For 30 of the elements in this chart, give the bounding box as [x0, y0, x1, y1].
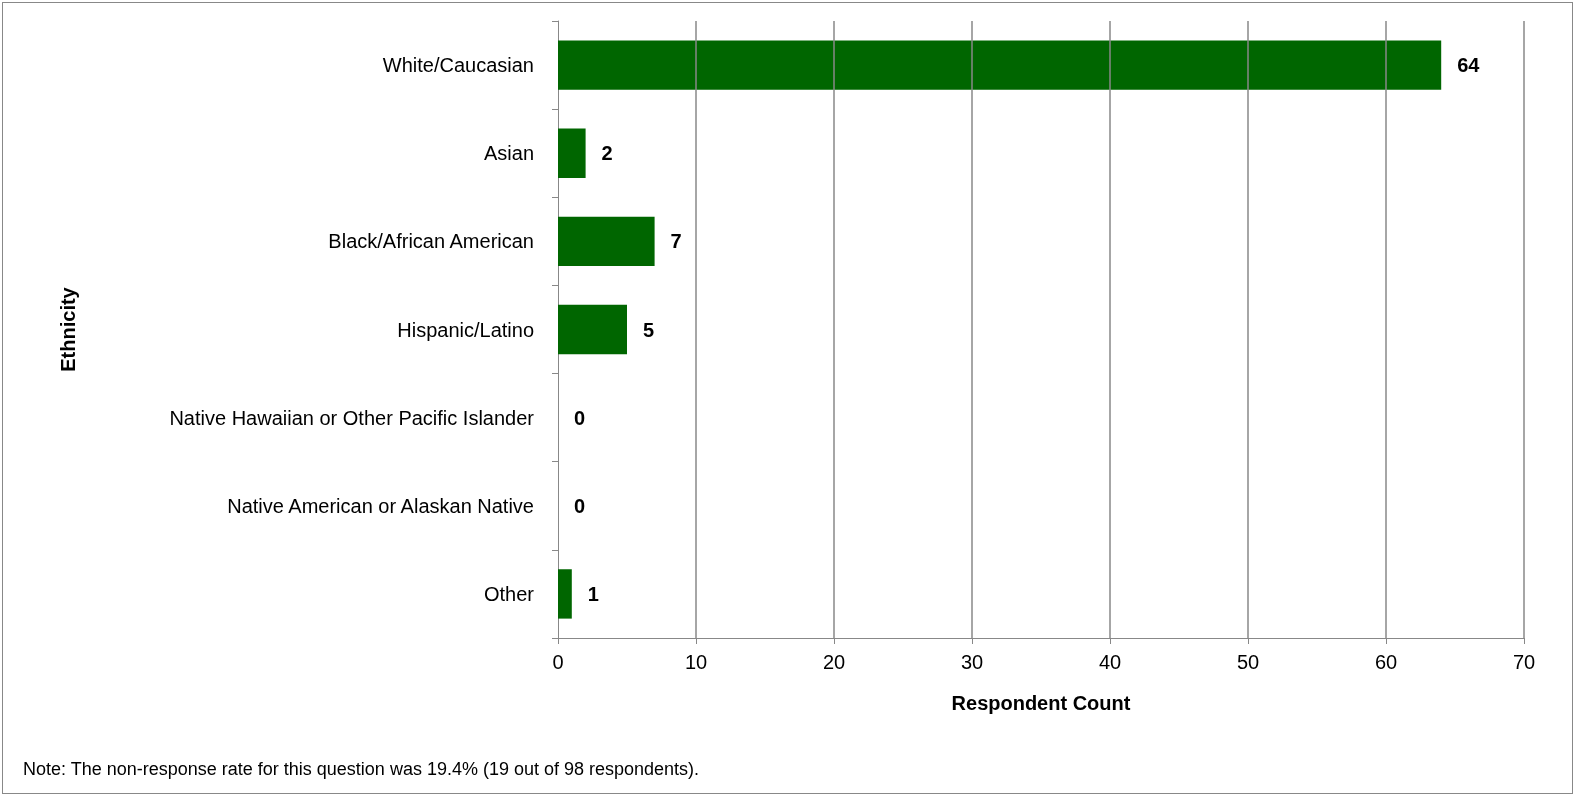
x-tick-label: 20 [822, 651, 846, 673]
x-tick-label: 40 [1098, 651, 1122, 673]
x-tick-label: 10 [684, 651, 708, 673]
bar [558, 304, 627, 355]
y-tick-label: White/Caucasian [382, 54, 534, 77]
data-label: 1 [587, 582, 599, 605]
y-tick-label: Native American or Alaskan Native [227, 494, 534, 517]
x-axis-title: Respondent Count [951, 692, 1131, 714]
x-tick-label: 50 [1236, 651, 1260, 673]
bar [558, 40, 1442, 90]
bar [558, 216, 655, 267]
y-axis-title: Ethnicity [57, 286, 79, 372]
x-tick-label: 0 [552, 651, 564, 673]
y-tick-label: Asian [483, 142, 534, 165]
x-tick-label: 30 [960, 651, 984, 673]
data-label: 64 [1457, 54, 1481, 77]
x-tick-label: 60 [1374, 651, 1398, 673]
y-tick-label: Hispanic/Latino [397, 318, 534, 341]
bar [558, 128, 586, 178]
data-label: 0 [574, 406, 586, 429]
y-tick-label: Black/African American [328, 230, 534, 253]
data-label: 0 [574, 494, 586, 517]
data-label: 5 [643, 318, 655, 341]
text: Note: The non-response rate for this question was 19.4% (19 out of 98 respondents). [23, 759, 700, 780]
y-tick-label: Other [483, 582, 535, 605]
bar [558, 569, 572, 619]
data-label: 7 [670, 230, 682, 253]
data-label: 2 [601, 142, 613, 165]
y-tick-label: Native Hawaiian or Other Pacific Islander [169, 406, 535, 429]
x-tick-label: 70 [1512, 651, 1536, 673]
